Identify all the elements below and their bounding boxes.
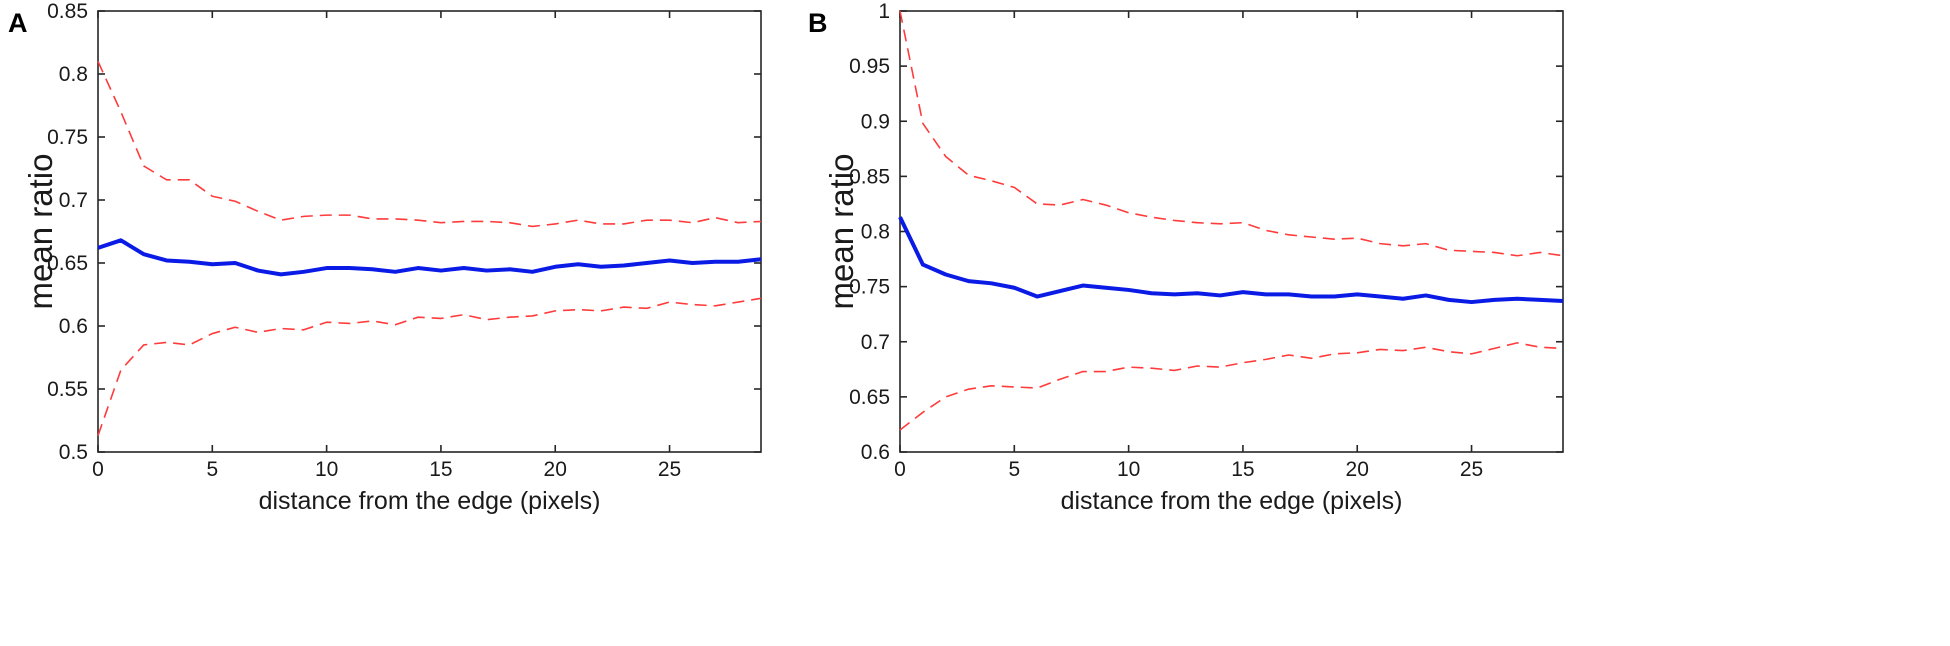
- panel-b-y-tick-label: 0.65: [849, 386, 890, 409]
- panel-a-y-tick-label: 0.8: [59, 63, 88, 86]
- panel-b-x-tick-label: 15: [1231, 458, 1254, 481]
- panel-a-y-tick-label: 0.5: [59, 441, 88, 464]
- panel-a-y-tick-label: 0.6: [59, 315, 88, 338]
- panel-b-plot-area: [899, 10, 1564, 453]
- panel-a-mean-line: [97, 238, 762, 277]
- panel-a-x-axis-label: distance from the edge (pixels): [259, 487, 601, 515]
- panel-a-ticks: 0 5 10 15 20 25 0.5 0.55 0.6 0.65 0.7 0.75 0.8 0.85: [47, 0, 761, 481]
- panel-b-x-axis-label: distance from the edge (pixels): [1061, 487, 1403, 515]
- panel-b-y-tick-label: 1: [878, 0, 890, 23]
- panel-b-letter: B: [808, 8, 828, 38]
- panel-a-y-tick-label: 0.65: [47, 252, 88, 275]
- panel-b-y-tick-label: 0.75: [849, 276, 890, 299]
- panel-b-mean-line: [898, 216, 1564, 305]
- panel-a-x-tick-label: 10: [315, 458, 338, 481]
- panel-b-y-tick-label: 0.9: [861, 110, 890, 133]
- panel-a-x-tick-label: 0: [92, 458, 104, 481]
- panel-a-y-axis-label: mean ratio: [22, 154, 59, 310]
- panel-b-y-tick-label: 0.8: [861, 221, 890, 244]
- panel-a-y-tick-label: 0.7: [59, 189, 88, 212]
- panel-a-series: [97, 61, 762, 436]
- panel-a-y-tick-label: 0.55: [47, 378, 88, 401]
- panel-a-y-tick-label: 0.75: [47, 126, 88, 149]
- panel-b-upper-line: [899, 10, 1564, 257]
- panel-b-y-axis-label: mean ratio: [823, 154, 860, 310]
- panel-b-x-tick-label: 0: [894, 458, 906, 481]
- panel-a-letter: A: [8, 8, 28, 38]
- panel-b-series: [898, 10, 1564, 431]
- panel-a-x-tick-label: 20: [544, 458, 567, 481]
- panel-a-y-tick-label: 0.85: [47, 0, 88, 23]
- panel-b-y-tick-label: 0.6: [861, 441, 890, 464]
- panel-b-y-tick-label: 0.95: [849, 55, 890, 78]
- panel-a-x-tick-label: 5: [206, 458, 218, 481]
- panel-b-x-tick-label: 20: [1346, 458, 1369, 481]
- panel-a-lower-line: [97, 297, 762, 436]
- panel-b-y-tick-label: 0.7: [861, 331, 890, 354]
- panel-b-lower-line: [899, 342, 1564, 431]
- panel-a-plot-area: [97, 10, 762, 453]
- panel-a-upper-line: [97, 61, 762, 228]
- panel-b-x-tick-label: 10: [1117, 458, 1140, 481]
- panel-b: B 0 5 10 15 20 25 0.6 0.65 0.7 0.75 0.8 0.85 0.9 0.95…: [808, 0, 1564, 515]
- panel-b-x-tick-label: 5: [1008, 458, 1020, 481]
- panel-a: A 0 5 10 15 20 25 0.5 0.55 0.6 0.65 0.7 0.75 0.8 0.85…: [8, 0, 762, 515]
- panel-a-x-tick-label: 15: [429, 458, 452, 481]
- panel-a-x-tick-label: 25: [658, 458, 681, 481]
- panel-b-x-tick-label: 25: [1460, 458, 1483, 481]
- panel-b-ticks: 0 5 10 15 20 25 0.6 0.65 0.7 0.75 0.8 0.85 0.9 0.95 1: [849, 0, 1563, 481]
- panel-b-y-tick-label: 0.85: [849, 165, 890, 188]
